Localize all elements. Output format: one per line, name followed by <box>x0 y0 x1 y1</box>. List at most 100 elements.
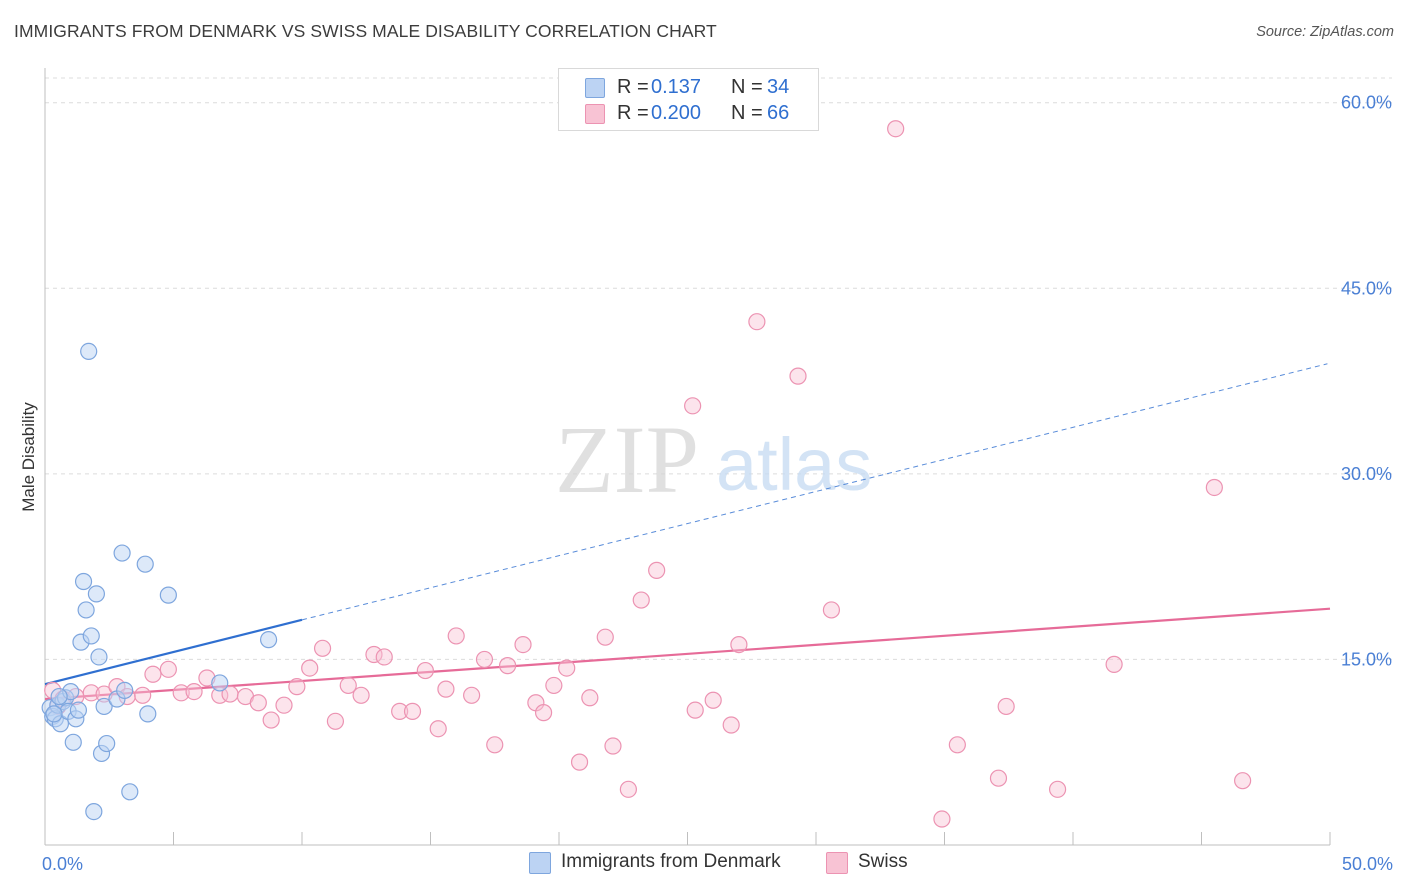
swiss-point <box>789 367 807 385</box>
swiss-point <box>429 720 447 738</box>
swiss-point <box>558 659 576 677</box>
swiss-point <box>326 712 345 730</box>
swiss-point <box>534 704 553 722</box>
denmark-point <box>136 555 154 573</box>
grid-lines <box>45 77 1392 660</box>
swiss-point <box>545 676 563 695</box>
denmark-point <box>211 674 229 692</box>
swiss-point <box>172 684 190 702</box>
swiss-point <box>1048 780 1067 798</box>
swiss-point <box>339 676 357 695</box>
swiss-point <box>822 601 841 619</box>
swiss-point <box>514 635 532 654</box>
y-tick-label: 15.0% <box>1341 649 1392 669</box>
denmark-point <box>45 705 63 723</box>
denmark-point <box>64 733 82 751</box>
swiss-point <box>416 661 434 680</box>
swiss-point <box>262 711 280 729</box>
bottom-legend-label-denmark: Immigrants from Denmark <box>561 851 781 872</box>
bottom-legend-swatch-denmark <box>529 852 551 874</box>
swiss-point <box>730 635 748 654</box>
chart-title: IMMIGRANTS FROM DENMARK VS SWISS MALE DI… <box>14 21 717 41</box>
y-axis-label: Male Disability <box>19 402 38 512</box>
swiss-point <box>684 397 702 415</box>
swiss-point <box>391 702 409 720</box>
legend-r-label: R = <box>617 76 649 98</box>
swiss-point <box>632 591 650 609</box>
denmark-point <box>74 572 93 591</box>
denmark-point <box>113 544 131 562</box>
swiss-point <box>144 665 162 683</box>
swiss-point <box>686 701 704 719</box>
legend-n-label: N = <box>731 102 763 124</box>
denmark-point <box>159 586 177 604</box>
swiss-point <box>648 561 666 579</box>
swiss-point <box>159 660 177 678</box>
swiss-point <box>463 686 481 704</box>
swiss-point <box>1205 478 1223 497</box>
swiss-point <box>748 313 766 331</box>
denmark-point <box>90 648 108 666</box>
x-tick-label: 0.0% <box>42 854 83 874</box>
watermark-zip: ZIP <box>555 406 699 513</box>
denmark-point <box>121 783 139 801</box>
swiss-point <box>997 697 1015 716</box>
swiss-point <box>249 694 267 712</box>
swiss-point <box>288 678 306 696</box>
denmark-point <box>259 631 278 649</box>
denmark-point <box>87 585 106 603</box>
legend-n-value: 66 <box>767 102 790 124</box>
x-tick-label: 50.0% <box>1342 854 1393 874</box>
swiss-point <box>1234 772 1252 790</box>
swiss-point <box>933 810 951 828</box>
swiss-point <box>581 689 599 707</box>
denmark-point <box>98 734 116 753</box>
legend-r-label: R = <box>617 102 649 124</box>
swiss-point <box>313 639 332 657</box>
swiss-point <box>704 691 722 709</box>
swiss-point <box>1105 655 1123 673</box>
trend-lines <box>44 363 1331 701</box>
swiss-point <box>301 659 319 677</box>
tick-labels: 15.0% 30.0% 45.0% 60.0% 0.0% 50.0% <box>42 93 1393 874</box>
legend-box: R = 0.137 N = 34 R = 0.200 N = 66 <box>558 68 819 131</box>
swiss-point <box>375 648 393 666</box>
swiss-point <box>887 120 905 138</box>
legend-swatch-denmark <box>585 78 605 98</box>
swiss-point <box>499 657 517 675</box>
swiss-point <box>365 645 383 664</box>
swiss-point <box>475 650 494 669</box>
swiss-point <box>134 686 152 704</box>
swiss-point <box>486 736 504 754</box>
legend-n-value: 34 <box>767 76 790 98</box>
y-tick-label: 60.0% <box>1341 93 1392 113</box>
y-tick-label: 30.0% <box>1341 464 1392 484</box>
swiss-point <box>596 628 614 646</box>
denmark-point <box>50 687 68 706</box>
denmark-point <box>80 342 98 360</box>
denmark-point <box>77 601 95 619</box>
legend-r-value: 0.137 <box>651 76 702 98</box>
swiss-point <box>437 680 455 698</box>
denmark-point <box>139 705 157 723</box>
swiss-point <box>403 702 422 720</box>
data-points <box>41 120 1252 828</box>
denmark-point <box>95 697 113 716</box>
denmark-point <box>85 802 103 821</box>
swiss-point <box>722 716 740 734</box>
swiss-point <box>570 753 589 771</box>
source-label: Source: ZipAtlas.com <box>1256 24 1394 40</box>
swiss-point <box>447 627 465 645</box>
denmark-point <box>69 701 88 719</box>
bottom-legend-swatch-swiss <box>826 852 848 874</box>
swiss-point <box>604 737 622 755</box>
swiss-point <box>352 686 370 704</box>
bottom-legend-label-swiss: Swiss <box>858 851 908 872</box>
swiss-point <box>619 780 637 798</box>
legend-n-label: N = <box>731 76 763 98</box>
swiss-trend-line <box>44 607 1331 701</box>
y-tick-label: 45.0% <box>1341 278 1392 298</box>
swiss-point <box>185 682 203 701</box>
watermark-atlas: atlas <box>716 423 872 506</box>
denmark-point <box>116 681 134 699</box>
